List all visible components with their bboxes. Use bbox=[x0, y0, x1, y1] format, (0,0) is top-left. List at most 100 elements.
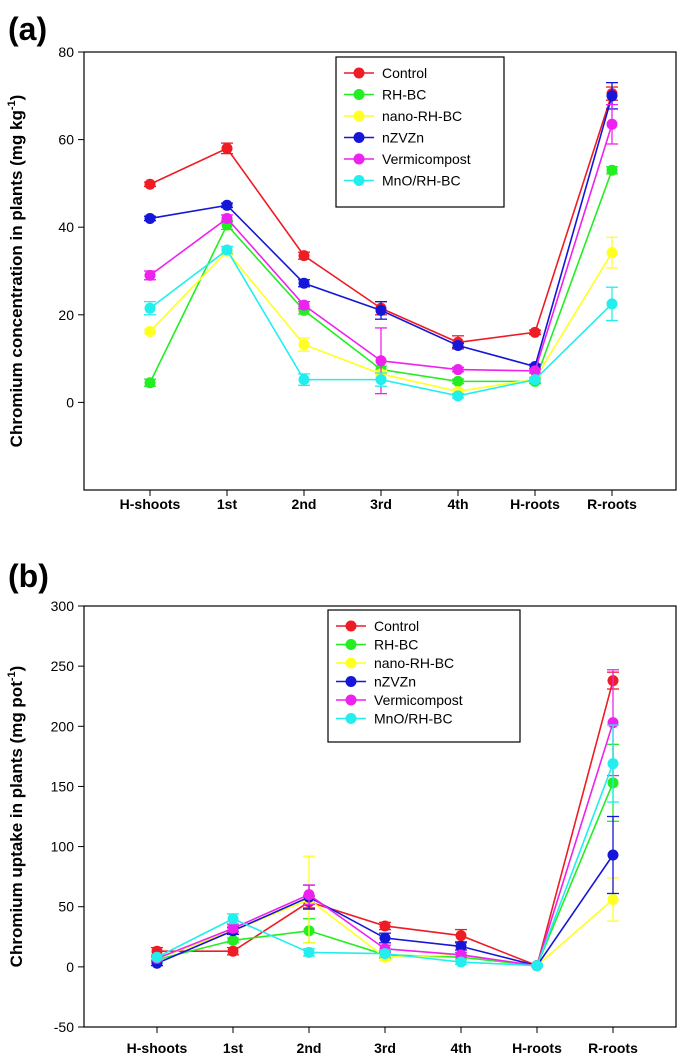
data-point bbox=[303, 889, 315, 901]
data-point bbox=[606, 90, 618, 102]
y-axis-label-close: ) bbox=[7, 95, 26, 101]
x-tick-label: R-roots bbox=[587, 496, 637, 512]
x-tick-label: 3rd bbox=[370, 496, 392, 512]
data-point bbox=[452, 339, 464, 351]
data-point bbox=[606, 298, 618, 310]
data-point bbox=[379, 948, 391, 960]
y-tick-label: 150 bbox=[51, 778, 75, 794]
y-axis-label-text: Chromium concentration in plants (mg kg bbox=[7, 110, 26, 447]
data-point bbox=[606, 247, 618, 259]
series-vermicompost bbox=[144, 103, 618, 395]
legend-label: Vermicompost bbox=[374, 692, 463, 708]
data-point bbox=[606, 118, 618, 130]
x-tick-label: 2nd bbox=[292, 496, 317, 512]
data-point bbox=[221, 199, 233, 211]
data-point bbox=[144, 377, 156, 389]
data-point bbox=[452, 390, 464, 402]
data-point bbox=[221, 212, 233, 224]
data-point bbox=[452, 375, 464, 387]
data-point bbox=[151, 951, 163, 963]
data-point bbox=[455, 940, 467, 952]
data-point bbox=[227, 934, 239, 946]
x-tick-label: 2nd bbox=[297, 1040, 322, 1056]
legend-item: Vermicompost bbox=[336, 692, 463, 708]
data-point bbox=[144, 178, 156, 190]
data-point bbox=[455, 956, 467, 968]
data-point bbox=[144, 269, 156, 281]
y-tick-label: 250 bbox=[51, 658, 75, 674]
data-point bbox=[531, 960, 543, 972]
data-point bbox=[455, 930, 467, 942]
legend-marker bbox=[353, 89, 365, 100]
y-axis-label-superscript: -1 bbox=[6, 671, 18, 681]
y-tick-label: 0 bbox=[66, 394, 74, 410]
data-point bbox=[375, 355, 387, 367]
data-point bbox=[379, 920, 391, 932]
legend-marker bbox=[353, 132, 365, 143]
x-tick-label: 3rd bbox=[374, 1040, 396, 1056]
legend-label: nZVZn bbox=[382, 130, 424, 146]
x-tick-label: 1st bbox=[217, 496, 238, 512]
legend-item: Vermicompost bbox=[344, 151, 471, 167]
data-point bbox=[298, 250, 310, 262]
legend-item: RH-BC bbox=[344, 87, 426, 103]
legend-item: nano-RH-BC bbox=[344, 108, 462, 124]
legend-item: nZVZn bbox=[344, 130, 424, 146]
x-tick-label: R-roots bbox=[588, 1040, 638, 1056]
data-point bbox=[452, 364, 464, 376]
legend-marker bbox=[353, 175, 365, 186]
legend-label: nano-RH-BC bbox=[382, 108, 462, 124]
data-point bbox=[227, 945, 239, 957]
x-tick-label: 4th bbox=[451, 1040, 472, 1056]
data-point bbox=[606, 164, 618, 176]
legend-label: nano-RH-BC bbox=[374, 655, 454, 671]
data-point bbox=[227, 922, 239, 934]
chart-panel-b: (b) -50 0 50 100 150 200 250 300 H-shoots 1st 2nd 3r… bbox=[6, 558, 677, 1056]
legend-item: nZVZn bbox=[336, 674, 416, 690]
panel-label: (b) bbox=[8, 558, 49, 594]
legend-marker bbox=[353, 153, 365, 165]
legend-marker bbox=[345, 713, 357, 724]
legend: Control RH-BC nano-RH-BC nZVZn Vermicompost M… bbox=[327, 609, 521, 743]
legend-item: MnO/RH-BC bbox=[344, 173, 461, 189]
x-tick-label: H-shoots bbox=[127, 1040, 188, 1056]
x-tick-label: H-roots bbox=[510, 496, 560, 512]
x-tick-label: H-roots bbox=[512, 1040, 562, 1056]
data-point bbox=[298, 299, 310, 311]
series-mno-rh-bc bbox=[151, 724, 619, 972]
y-tick-label: 80 bbox=[58, 44, 74, 60]
legend-item: MnO/RH-BC bbox=[336, 711, 453, 727]
y-axis-label-superscript: -1 bbox=[6, 100, 18, 110]
data-point bbox=[298, 339, 310, 351]
data-point bbox=[221, 244, 233, 256]
legend-item: RH-BC bbox=[336, 637, 418, 653]
plot-frame bbox=[83, 51, 677, 491]
y-tick-label: 50 bbox=[58, 899, 74, 915]
legend-label: Control bbox=[374, 618, 419, 634]
legend-label: MnO/RH-BC bbox=[382, 173, 461, 189]
y-tick-label: 0 bbox=[66, 959, 74, 975]
y-tick-label: 300 bbox=[51, 598, 75, 614]
data-point bbox=[375, 304, 387, 316]
legend-label: nZVZn bbox=[374, 674, 416, 690]
data-point bbox=[303, 946, 315, 958]
y-tick-label: 40 bbox=[58, 219, 74, 235]
y-axis-label: Chromium concentration in plants (mg kg-… bbox=[6, 95, 26, 448]
y-tick-label: 200 bbox=[51, 718, 75, 734]
legend-marker bbox=[345, 676, 357, 687]
plot-frame bbox=[83, 605, 677, 1028]
series-nzvzn bbox=[144, 82, 618, 372]
legend-marker bbox=[345, 694, 357, 706]
legend-marker bbox=[353, 67, 365, 79]
data-point bbox=[144, 302, 156, 314]
y-tick-label: 20 bbox=[58, 307, 74, 323]
legend-item: Control bbox=[344, 65, 427, 81]
legend-item: Control bbox=[336, 618, 419, 634]
data-point bbox=[227, 913, 239, 925]
data-point bbox=[607, 893, 619, 905]
legend-item: nano-RH-BC bbox=[336, 655, 454, 671]
data-point bbox=[221, 142, 233, 154]
legend-label: RH-BC bbox=[374, 637, 418, 653]
y-axis-label: Chromium uptake in plants (mg pot-1) bbox=[6, 666, 26, 968]
